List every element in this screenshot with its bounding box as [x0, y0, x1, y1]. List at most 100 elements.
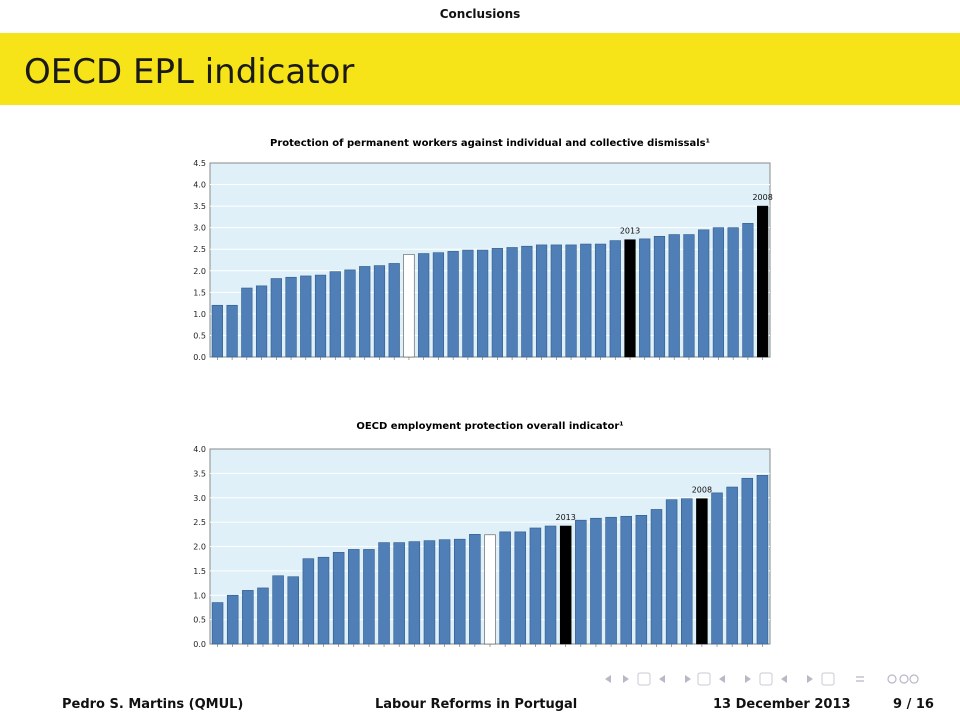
bar	[565, 244, 577, 358]
bar	[605, 516, 617, 645]
bar	[529, 527, 542, 645]
chart-title: Protection of permanent workers against …	[270, 138, 710, 149]
bar	[575, 519, 587, 645]
bar	[550, 244, 562, 358]
chart-title: OECD employment protection overall indic…	[356, 421, 623, 432]
bar	[756, 475, 769, 645]
chart-overall-epl-indicator: OECD employment protection overall indic…	[193, 421, 771, 649]
bar	[650, 509, 663, 645]
bar	[726, 486, 738, 645]
bar	[257, 587, 269, 645]
bar	[653, 235, 666, 358]
bar	[418, 253, 430, 358]
bar	[285, 276, 297, 358]
bar	[594, 243, 607, 358]
bar	[408, 541, 421, 645]
bar	[757, 205, 769, 358]
bar	[403, 254, 415, 358]
bar	[272, 575, 284, 645]
bar	[544, 525, 557, 645]
frame-prev-icon[interactable]	[659, 675, 665, 683]
y-tick-label: 2.5	[193, 245, 206, 254]
bar	[741, 477, 754, 645]
bar	[491, 248, 503, 358]
bar	[681, 498, 693, 645]
y-tick-label: 1.5	[193, 567, 206, 576]
y-tick-label: 0.5	[193, 331, 206, 340]
nav-box	[821, 672, 835, 686]
bar	[639, 238, 651, 358]
data-label: 2008	[752, 193, 772, 202]
y-tick-label: 0.5	[193, 616, 206, 625]
bar	[506, 247, 518, 358]
bar	[348, 549, 360, 645]
bar	[590, 517, 602, 645]
bar	[287, 576, 299, 645]
y-tick-label: 3.0	[193, 224, 206, 233]
bar	[393, 542, 405, 645]
bar	[535, 244, 548, 358]
y-tick-label: 3.0	[193, 494, 206, 503]
slide-prev-icon[interactable]	[605, 675, 611, 683]
bar	[211, 602, 224, 645]
data-label: 2013	[555, 513, 575, 522]
data-label: 2008	[692, 486, 712, 495]
bar	[332, 552, 345, 645]
bar	[484, 534, 496, 645]
beamer-navigation-bar	[605, 672, 919, 686]
subsection-prev-icon[interactable]	[719, 675, 725, 683]
bar	[665, 499, 678, 645]
bar	[314, 274, 327, 358]
y-tick-label: 1.0	[193, 310, 206, 319]
bar	[559, 525, 572, 645]
bar	[521, 245, 533, 358]
bar	[438, 539, 451, 645]
frame-next-icon[interactable]	[685, 675, 691, 683]
y-tick-label: 1.0	[193, 591, 206, 600]
bar	[329, 271, 341, 358]
bar	[727, 227, 739, 358]
bar	[453, 538, 466, 645]
y-tick-label: 0.0	[193, 640, 206, 649]
bar	[388, 263, 400, 358]
bar	[423, 540, 436, 645]
slide-next-icon[interactable]	[623, 675, 629, 683]
search-icon[interactable]	[887, 674, 919, 684]
bar	[317, 556, 330, 645]
bar	[226, 304, 238, 358]
bar	[698, 229, 710, 358]
bar	[624, 239, 636, 358]
y-tick-label: 1.5	[193, 288, 206, 297]
bar	[270, 278, 282, 358]
bar	[635, 515, 648, 645]
section-next-icon[interactable]	[807, 675, 813, 683]
align-icon[interactable]	[856, 676, 864, 682]
bar	[300, 275, 312, 358]
y-tick-label: 2.5	[193, 518, 206, 527]
frame-title: OECD EPL indicator	[24, 52, 355, 92]
bar	[683, 234, 695, 358]
bar	[211, 304, 223, 358]
bar	[609, 240, 621, 358]
frame-title-band	[0, 33, 960, 105]
section-prev-icon[interactable]	[781, 675, 787, 683]
bar	[344, 269, 356, 358]
y-tick-label: 4.5	[193, 159, 206, 168]
nav-box	[697, 672, 711, 686]
y-tick-label: 4.0	[193, 445, 206, 454]
bar	[432, 252, 445, 358]
footer-date: 13 December 2013	[713, 697, 851, 712]
section-title: Conclusions	[439, 7, 521, 21]
bar	[514, 531, 527, 645]
chart-permanent-workers-protection: Protection of permanent workers against …	[193, 138, 773, 362]
bar	[499, 531, 511, 645]
subsection-next-icon[interactable]	[745, 675, 751, 683]
bar	[620, 515, 632, 645]
bar	[477, 249, 489, 358]
bar	[359, 266, 371, 358]
y-tick-label: 3.5	[193, 469, 206, 478]
bar	[242, 590, 254, 645]
bar	[255, 285, 268, 358]
y-tick-label: 4.0	[193, 181, 206, 190]
bar	[241, 287, 253, 358]
